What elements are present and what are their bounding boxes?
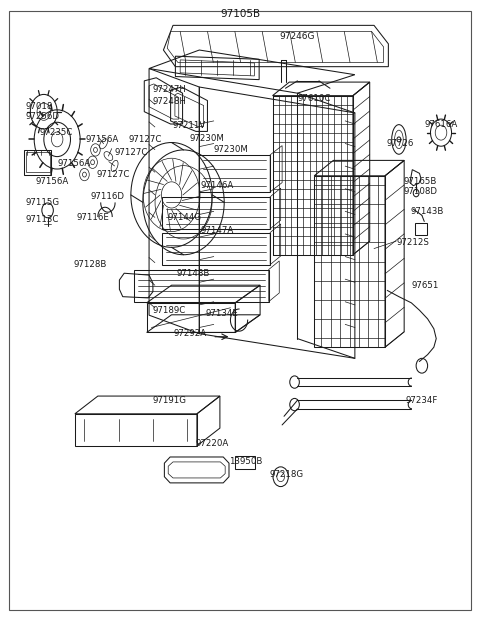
Text: 97108D: 97108D <box>404 187 438 197</box>
Text: 97018: 97018 <box>25 102 53 111</box>
Text: 97234F: 97234F <box>406 396 438 405</box>
Text: 97248H: 97248H <box>153 97 187 106</box>
Text: 97116D: 97116D <box>91 192 125 201</box>
Bar <box>25 153 49 172</box>
Bar <box>162 197 270 229</box>
Text: 97143B: 97143B <box>410 207 444 216</box>
Text: 97189C: 97189C <box>153 306 186 315</box>
Text: 97156A: 97156A <box>35 177 69 187</box>
Text: 97235C: 97235C <box>40 128 73 137</box>
Text: 97105B: 97105B <box>220 9 260 19</box>
Text: 97230M: 97230M <box>214 145 249 154</box>
Bar <box>415 222 427 235</box>
Text: 97115G: 97115G <box>25 198 60 208</box>
Text: 97144G: 97144G <box>167 213 202 222</box>
Text: 97651: 97651 <box>411 281 439 290</box>
Text: 97610C: 97610C <box>298 93 331 103</box>
Text: 97191G: 97191G <box>153 396 187 405</box>
Text: 97156A: 97156A <box>57 159 90 168</box>
Text: 13950B: 13950B <box>229 457 263 467</box>
Text: 97220A: 97220A <box>196 439 229 448</box>
Text: 97127C: 97127C <box>115 148 148 157</box>
Text: 97218G: 97218G <box>270 470 304 479</box>
Text: 97128B: 97128B <box>73 260 107 269</box>
Text: 97211V: 97211V <box>172 121 205 130</box>
Bar <box>162 232 270 265</box>
Text: 97726: 97726 <box>386 139 414 148</box>
Bar <box>199 155 270 192</box>
Text: 97148B: 97148B <box>177 269 210 277</box>
Text: 97230M: 97230M <box>190 134 225 143</box>
Text: 97616A: 97616A <box>425 119 458 129</box>
Text: 97246G: 97246G <box>280 32 315 41</box>
Text: 97134E: 97134E <box>205 310 239 318</box>
Text: 97113C: 97113C <box>25 215 59 224</box>
Text: 97247H: 97247H <box>153 85 187 94</box>
Text: 97127C: 97127C <box>96 170 130 179</box>
Text: 97292A: 97292A <box>174 329 207 338</box>
Text: 97256D: 97256D <box>25 112 60 121</box>
Text: 97127C: 97127C <box>129 135 162 144</box>
Bar <box>273 96 353 255</box>
Text: 97212S: 97212S <box>396 238 429 247</box>
Text: 97146A: 97146A <box>201 181 234 190</box>
Text: 97147A: 97147A <box>201 226 234 235</box>
Bar <box>134 269 269 302</box>
Bar <box>235 455 255 469</box>
Text: 97156A: 97156A <box>86 135 119 144</box>
Text: 97165B: 97165B <box>404 177 437 187</box>
Bar <box>24 150 51 174</box>
Text: 97116E: 97116E <box>76 213 109 222</box>
